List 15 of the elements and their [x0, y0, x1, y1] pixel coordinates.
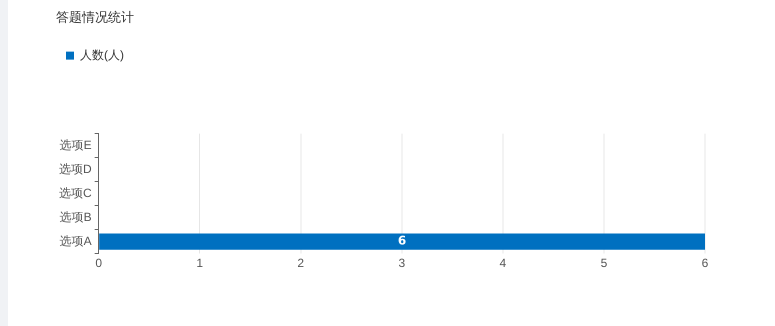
x-tick-label: 2 [297, 256, 304, 270]
x-tick-label: 0 [95, 256, 102, 270]
x-tick-label: 3 [398, 256, 406, 270]
y-tick-label: 选项E [60, 138, 92, 152]
y-tick-label: 选项A [60, 234, 92, 248]
x-tick-label: 6 [702, 256, 709, 270]
y-tick-label: 选项D [58, 162, 92, 176]
x-tick-label: 5 [600, 256, 608, 270]
legend-label: 人数(人) [80, 48, 124, 62]
chart-title: 答题情况统计 [56, 9, 134, 24]
data-label: 6 [398, 234, 406, 248]
y-tick-label: 选项C [58, 186, 92, 200]
y-tick-label: 选项B [60, 210, 92, 224]
x-tick-label: 4 [500, 256, 507, 270]
x-tick-label: 1 [196, 256, 204, 270]
